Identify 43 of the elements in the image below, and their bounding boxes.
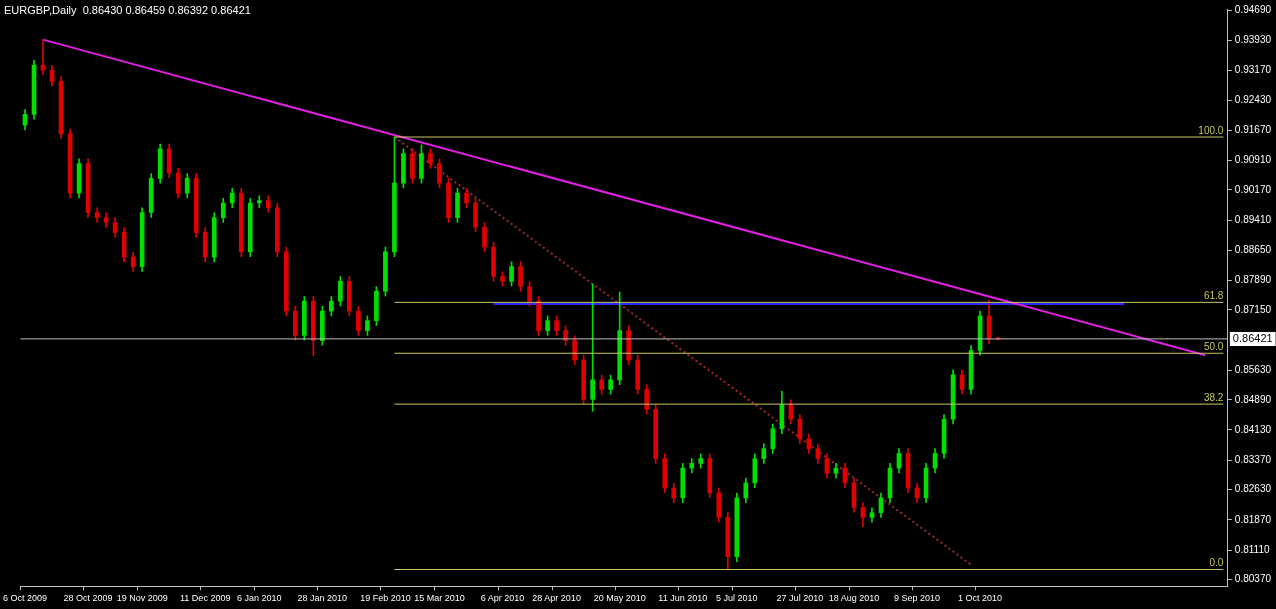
y-tick-label: 0.89410 bbox=[1234, 213, 1272, 225]
ref-line-label: 0.86421 bbox=[1232, 331, 1273, 344]
y-tick-label: 0.85630 bbox=[1234, 364, 1272, 376]
y-tick-label: 0.81870 bbox=[1234, 513, 1272, 525]
x-tick-label: 28 Oct 2009 bbox=[63, 593, 113, 604]
x-tick-label: 11 Dec 2009 bbox=[180, 593, 231, 604]
x-tick-label: 9 Sep 2010 bbox=[893, 593, 941, 604]
series-label: 61.8 bbox=[1203, 290, 1224, 302]
x-tick-label: 27 Jul 2010 bbox=[776, 593, 824, 604]
y-tick-label: 0.90910 bbox=[1234, 154, 1272, 166]
y-tick-label: 0.80370 bbox=[1234, 573, 1272, 585]
y-tick-label: 0.83370 bbox=[1234, 453, 1272, 465]
y-tick-label: 0.91670 bbox=[1234, 123, 1272, 135]
x-tick-label: 28 Apr 2010 bbox=[532, 593, 581, 604]
x-tick-label: 6 Jan 2010 bbox=[237, 593, 282, 604]
x-tick-label: 20 May 2010 bbox=[593, 593, 646, 604]
y-tick-label: 0.90170 bbox=[1234, 183, 1272, 195]
x-tick-label: 28 Jan 2010 bbox=[297, 593, 348, 604]
y-tick-label: 0.87150 bbox=[1234, 303, 1272, 315]
y-tick-label: 0.88650 bbox=[1234, 244, 1272, 256]
x-tick-label: 5 Jul 2010 bbox=[716, 593, 758, 604]
x-tick-label: 6 Oct 2009 bbox=[3, 593, 48, 604]
series-label: 0.0 bbox=[1209, 557, 1224, 569]
y-tick-label: 0.81110 bbox=[1234, 543, 1270, 555]
y-tick-label: 0.84130 bbox=[1234, 423, 1272, 435]
x-tick-label: 1 Oct 2010 bbox=[958, 593, 1003, 604]
x-tick-label: 18 Aug 2010 bbox=[828, 593, 880, 604]
y-tick-label: 0.93930 bbox=[1234, 34, 1272, 46]
y-tick-label: 0.93170 bbox=[1234, 64, 1272, 76]
series-label: 38.2 bbox=[1203, 391, 1224, 403]
y-tick-label: 0.94690 bbox=[1234, 3, 1272, 15]
chart-title: EURGBP,Daily 0.86430 0.86459 0.86392 0.86421 bbox=[4, 4, 251, 16]
y-tick-label: 0.87890 bbox=[1234, 274, 1272, 286]
series-label: 100.0 bbox=[1198, 124, 1224, 136]
x-tick-label: 6 Apr 2010 bbox=[480, 593, 525, 604]
x-tick-label: 15 Mar 2010 bbox=[414, 593, 465, 604]
y-tick-label: 0.92430 bbox=[1234, 93, 1272, 105]
x-tick-label: 19 Nov 2009 bbox=[116, 593, 168, 604]
series-label: 50.0 bbox=[1203, 341, 1224, 352]
x-tick-label: 11 Jun 2010 bbox=[658, 593, 708, 604]
y-tick-label: 0.82630 bbox=[1234, 483, 1272, 495]
y-tick-label: 0.84890 bbox=[1234, 393, 1272, 405]
x-tick-label: 19 Feb 2010 bbox=[360, 593, 411, 604]
